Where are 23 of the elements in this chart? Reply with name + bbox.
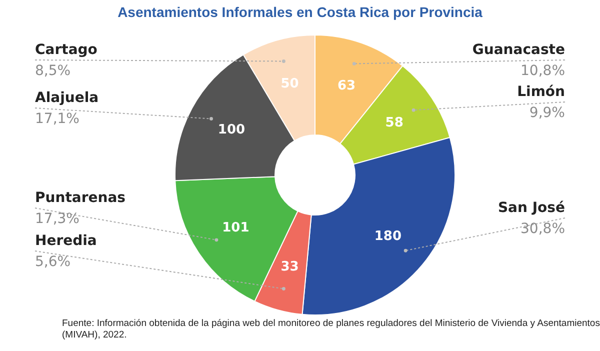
text: 17,1% <box>35 111 80 127</box>
data-label: 63 <box>337 78 356 94</box>
text: 17,3% <box>35 211 80 227</box>
slice-label: Puntarenas <box>35 190 126 206</box>
data-label: 100 <box>218 122 246 138</box>
data-label: 50 <box>280 76 299 92</box>
data-label: 58 <box>385 116 404 131</box>
slice-label: Guanacaste <box>472 42 565 58</box>
text: 30,8% <box>520 221 565 237</box>
data-label: 33 <box>280 260 299 275</box>
text: 8,5% <box>35 63 71 79</box>
source-note: Fuente: Información obtenida de la página web del monitoreo de planes reguladores del Ministerio de Vivienda y Asentamientos (MIVAH), 2022. <box>62 318 600 340</box>
data-label: 101 <box>222 220 250 236</box>
slice-label: Cartago <box>35 42 98 58</box>
chart-title: Asentamientos Informales en Costa Rica por Provincia <box>118 4 483 20</box>
data-label: 180 <box>374 228 402 244</box>
text: 9,9% <box>529 105 565 121</box>
slice-label: San José <box>498 200 565 216</box>
text: 10,8% <box>520 63 565 79</box>
slice-label: Heredia <box>35 233 97 249</box>
slice-label: Alajuela <box>35 90 99 106</box>
text: 5,6% <box>35 254 71 270</box>
slice-label: Limón <box>517 84 565 100</box>
